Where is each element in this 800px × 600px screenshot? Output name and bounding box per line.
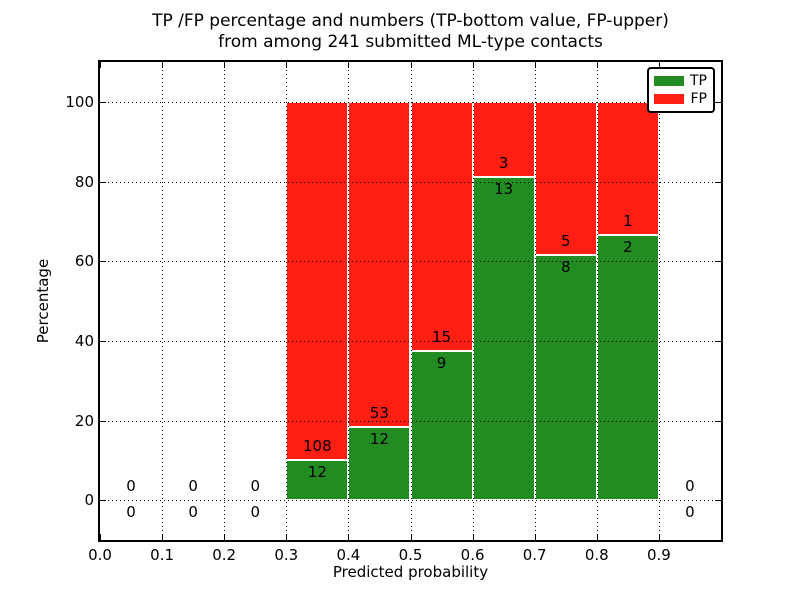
- x-tick-top: [224, 62, 226, 68]
- tp-count-label: 9: [436, 353, 447, 372]
- x-tick-bottom: [410, 534, 412, 540]
- y-tick-right: [715, 420, 721, 422]
- tp-count-label: 2: [623, 237, 633, 256]
- x-tick-bottom: [658, 534, 660, 540]
- y-tick-left: [100, 420, 106, 422]
- x-tick-top: [658, 62, 660, 68]
- y-tick-left: [100, 340, 106, 342]
- x-tick-label: 0.4: [336, 546, 361, 564]
- x-tick-top: [410, 62, 412, 68]
- chart-title-line2: from among 241 submitted ML-type contact…: [218, 32, 603, 52]
- tp-count-label: 0: [685, 503, 695, 522]
- fp-count-label: 5: [560, 232, 571, 251]
- x-tick-label: 0.2: [212, 546, 237, 564]
- tp-count-label: 13: [494, 179, 514, 198]
- grid-line-vertical: [658, 62, 660, 540]
- bar-segment-fp: [410, 101, 473, 351]
- tp-count-label: 12: [369, 429, 389, 448]
- x-tick-bottom: [472, 534, 474, 540]
- legend: TP FP: [647, 67, 715, 113]
- fp-count-label: 108: [303, 437, 332, 456]
- tp-count-label: 0: [250, 503, 261, 522]
- x-tick-label: 0.7: [522, 546, 547, 564]
- grid-line-vertical: [348, 62, 350, 540]
- y-tick-label: 0: [84, 491, 94, 510]
- y-tick-right: [715, 181, 721, 183]
- x-tick-top: [472, 62, 474, 68]
- bar-segment-fp: [286, 101, 349, 461]
- x-tick-label: 0.0: [88, 546, 112, 564]
- x-tick-bottom: [534, 534, 536, 540]
- y-tick-label: 40: [74, 331, 94, 350]
- legend-item-fp: FP: [654, 91, 707, 107]
- x-tick-top: [596, 62, 598, 68]
- x-tick-bottom: [286, 534, 288, 540]
- fp-count-label: 15: [432, 327, 452, 346]
- x-tick-label: 0.8: [584, 546, 609, 564]
- x-axis-label: Predicted probability: [332, 563, 489, 581]
- fp-count-label: 1: [623, 211, 633, 230]
- x-tick-label: 0.1: [150, 546, 175, 564]
- tp-count-label: 8: [560, 258, 571, 277]
- bar-segment-tp: [534, 255, 597, 501]
- grid-line-vertical: [286, 62, 288, 540]
- bar-segment-tp: [410, 350, 473, 501]
- fp-count-label: 0: [188, 477, 198, 496]
- grid-line-vertical: [224, 62, 226, 540]
- grid-line-vertical: [472, 62, 474, 540]
- y-axis-label: Percentage: [34, 258, 52, 344]
- y-tick-right: [715, 101, 721, 103]
- x-tick-bottom: [348, 534, 350, 540]
- fp-count-label: 0: [250, 477, 261, 496]
- y-tick-left: [100, 500, 106, 502]
- fp-count-label: 0: [685, 477, 695, 496]
- tp-legend-label: TP: [690, 73, 707, 89]
- x-tick-bottom: [224, 534, 226, 540]
- x-tick-top: [348, 62, 350, 68]
- y-tick-label: 80: [74, 172, 94, 191]
- bar-segment-fp: [348, 101, 411, 427]
- grid-line-vertical: [596, 62, 598, 540]
- y-tick-right: [715, 261, 721, 263]
- bar-segment-tp: [596, 234, 659, 501]
- tp-legend-swatch: [654, 76, 684, 86]
- x-tick-top: [286, 62, 288, 68]
- x-tick-label: 0.9: [646, 546, 671, 564]
- x-tick-top: [534, 62, 536, 68]
- bar-segment-fp: [472, 101, 535, 177]
- x-tick-label: 0.5: [398, 546, 423, 564]
- bar-segment-tp: [472, 176, 535, 501]
- x-tick-label: 0.3: [274, 546, 299, 564]
- y-tick-left: [100, 101, 106, 103]
- tp-count-label: 0: [126, 503, 136, 522]
- chart-title: TP /FP percentage and numbers (TP-bottom…: [100, 11, 721, 53]
- x-tick-bottom: [596, 534, 598, 540]
- y-tick-right: [715, 500, 721, 502]
- grid-line-vertical: [162, 62, 164, 540]
- y-tick-left: [100, 261, 106, 263]
- legend-item-tp: TP: [654, 73, 707, 89]
- fp-legend-label: FP: [690, 91, 708, 107]
- tp-count-label: 12: [307, 463, 327, 482]
- y-tick-right: [715, 340, 721, 342]
- y-tick-left: [100, 181, 106, 183]
- y-tick-label: 20: [74, 411, 94, 430]
- tp-count-label: 0: [188, 503, 198, 522]
- x-tick-top: [162, 62, 164, 68]
- grid-line-vertical: [410, 62, 412, 540]
- fp-count-label: 3: [498, 153, 509, 172]
- x-tick-bottom: [162, 534, 164, 540]
- fp-count-label: 53: [369, 403, 389, 422]
- grid-line-vertical: [534, 62, 536, 540]
- x-tick-bottom: [100, 534, 101, 540]
- fp-legend-swatch: [654, 94, 684, 104]
- y-tick-label: 100: [65, 92, 94, 111]
- x-tick-top: [100, 62, 101, 68]
- chart-title-line1: TP /FP percentage and numbers (TP-bottom…: [152, 11, 669, 31]
- y-tick-label: 60: [74, 252, 94, 271]
- fp-count-label: 0: [126, 477, 136, 496]
- x-tick-label: 0.6: [460, 546, 485, 564]
